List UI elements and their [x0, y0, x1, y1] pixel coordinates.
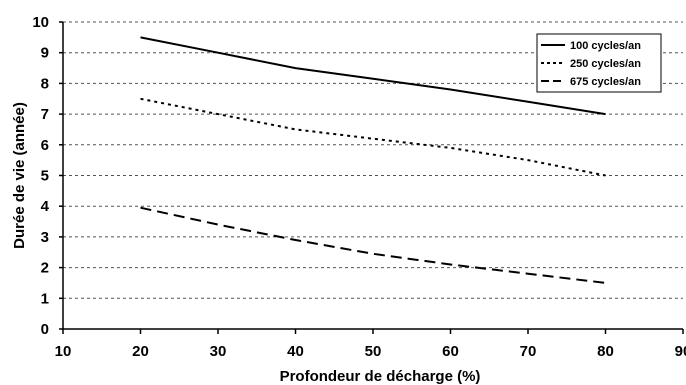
series-line-100-cycles-an	[140, 36, 606, 116]
x-axis-label: Profondeur de décharge (%)	[280, 368, 481, 385]
x-tick-label: 10	[55, 343, 72, 360]
legend-label: 100 cycles/an	[570, 40, 641, 52]
y-tick-label: 8	[41, 75, 49, 92]
x-tick-label: 50	[365, 343, 382, 360]
series-line-675-cycles-an	[140, 206, 606, 284]
y-tick-label: 2	[41, 260, 49, 277]
y-tick-label: 10	[32, 14, 49, 31]
legend-box	[536, 33, 662, 93]
y-tick-label: 3	[41, 229, 49, 246]
x-tick-labels: 10 20 30 40 50 60 70 80 90	[55, 343, 686, 360]
x-tick-label: 70	[520, 343, 537, 360]
axes	[59, 21, 684, 334]
legend: 100 cycles/an 250 cycles/an 675 cycles/an	[536, 33, 662, 93]
x-tick-label: 30	[210, 343, 227, 360]
y-tick-labels: 0 1 2 3 4 5 6 7 8 9 10	[32, 14, 49, 338]
y-axis-label: Durée de vie (année)	[11, 102, 28, 249]
y-tick-label: 4	[41, 198, 50, 215]
y-tick-label: 9	[41, 45, 49, 62]
x-tick-label: 60	[442, 343, 459, 360]
x-tick-label: 90	[675, 343, 686, 360]
series-line-250-cycles-an	[140, 97, 606, 177]
y-tick-label: 1	[41, 290, 49, 307]
y-tick-label: 7	[41, 106, 49, 123]
legend-label: 250 cycles/an	[570, 58, 641, 70]
x-tick-label: 40	[287, 343, 304, 360]
x-tick-label: 80	[597, 343, 614, 360]
x-tick-label: 20	[132, 343, 149, 360]
y-tick-label: 5	[41, 168, 49, 185]
y-tick-label: 0	[41, 321, 49, 338]
legend-label: 675 cycles/an	[570, 76, 641, 88]
series-lines	[140, 36, 606, 284]
y-tick-label: 6	[41, 137, 49, 154]
